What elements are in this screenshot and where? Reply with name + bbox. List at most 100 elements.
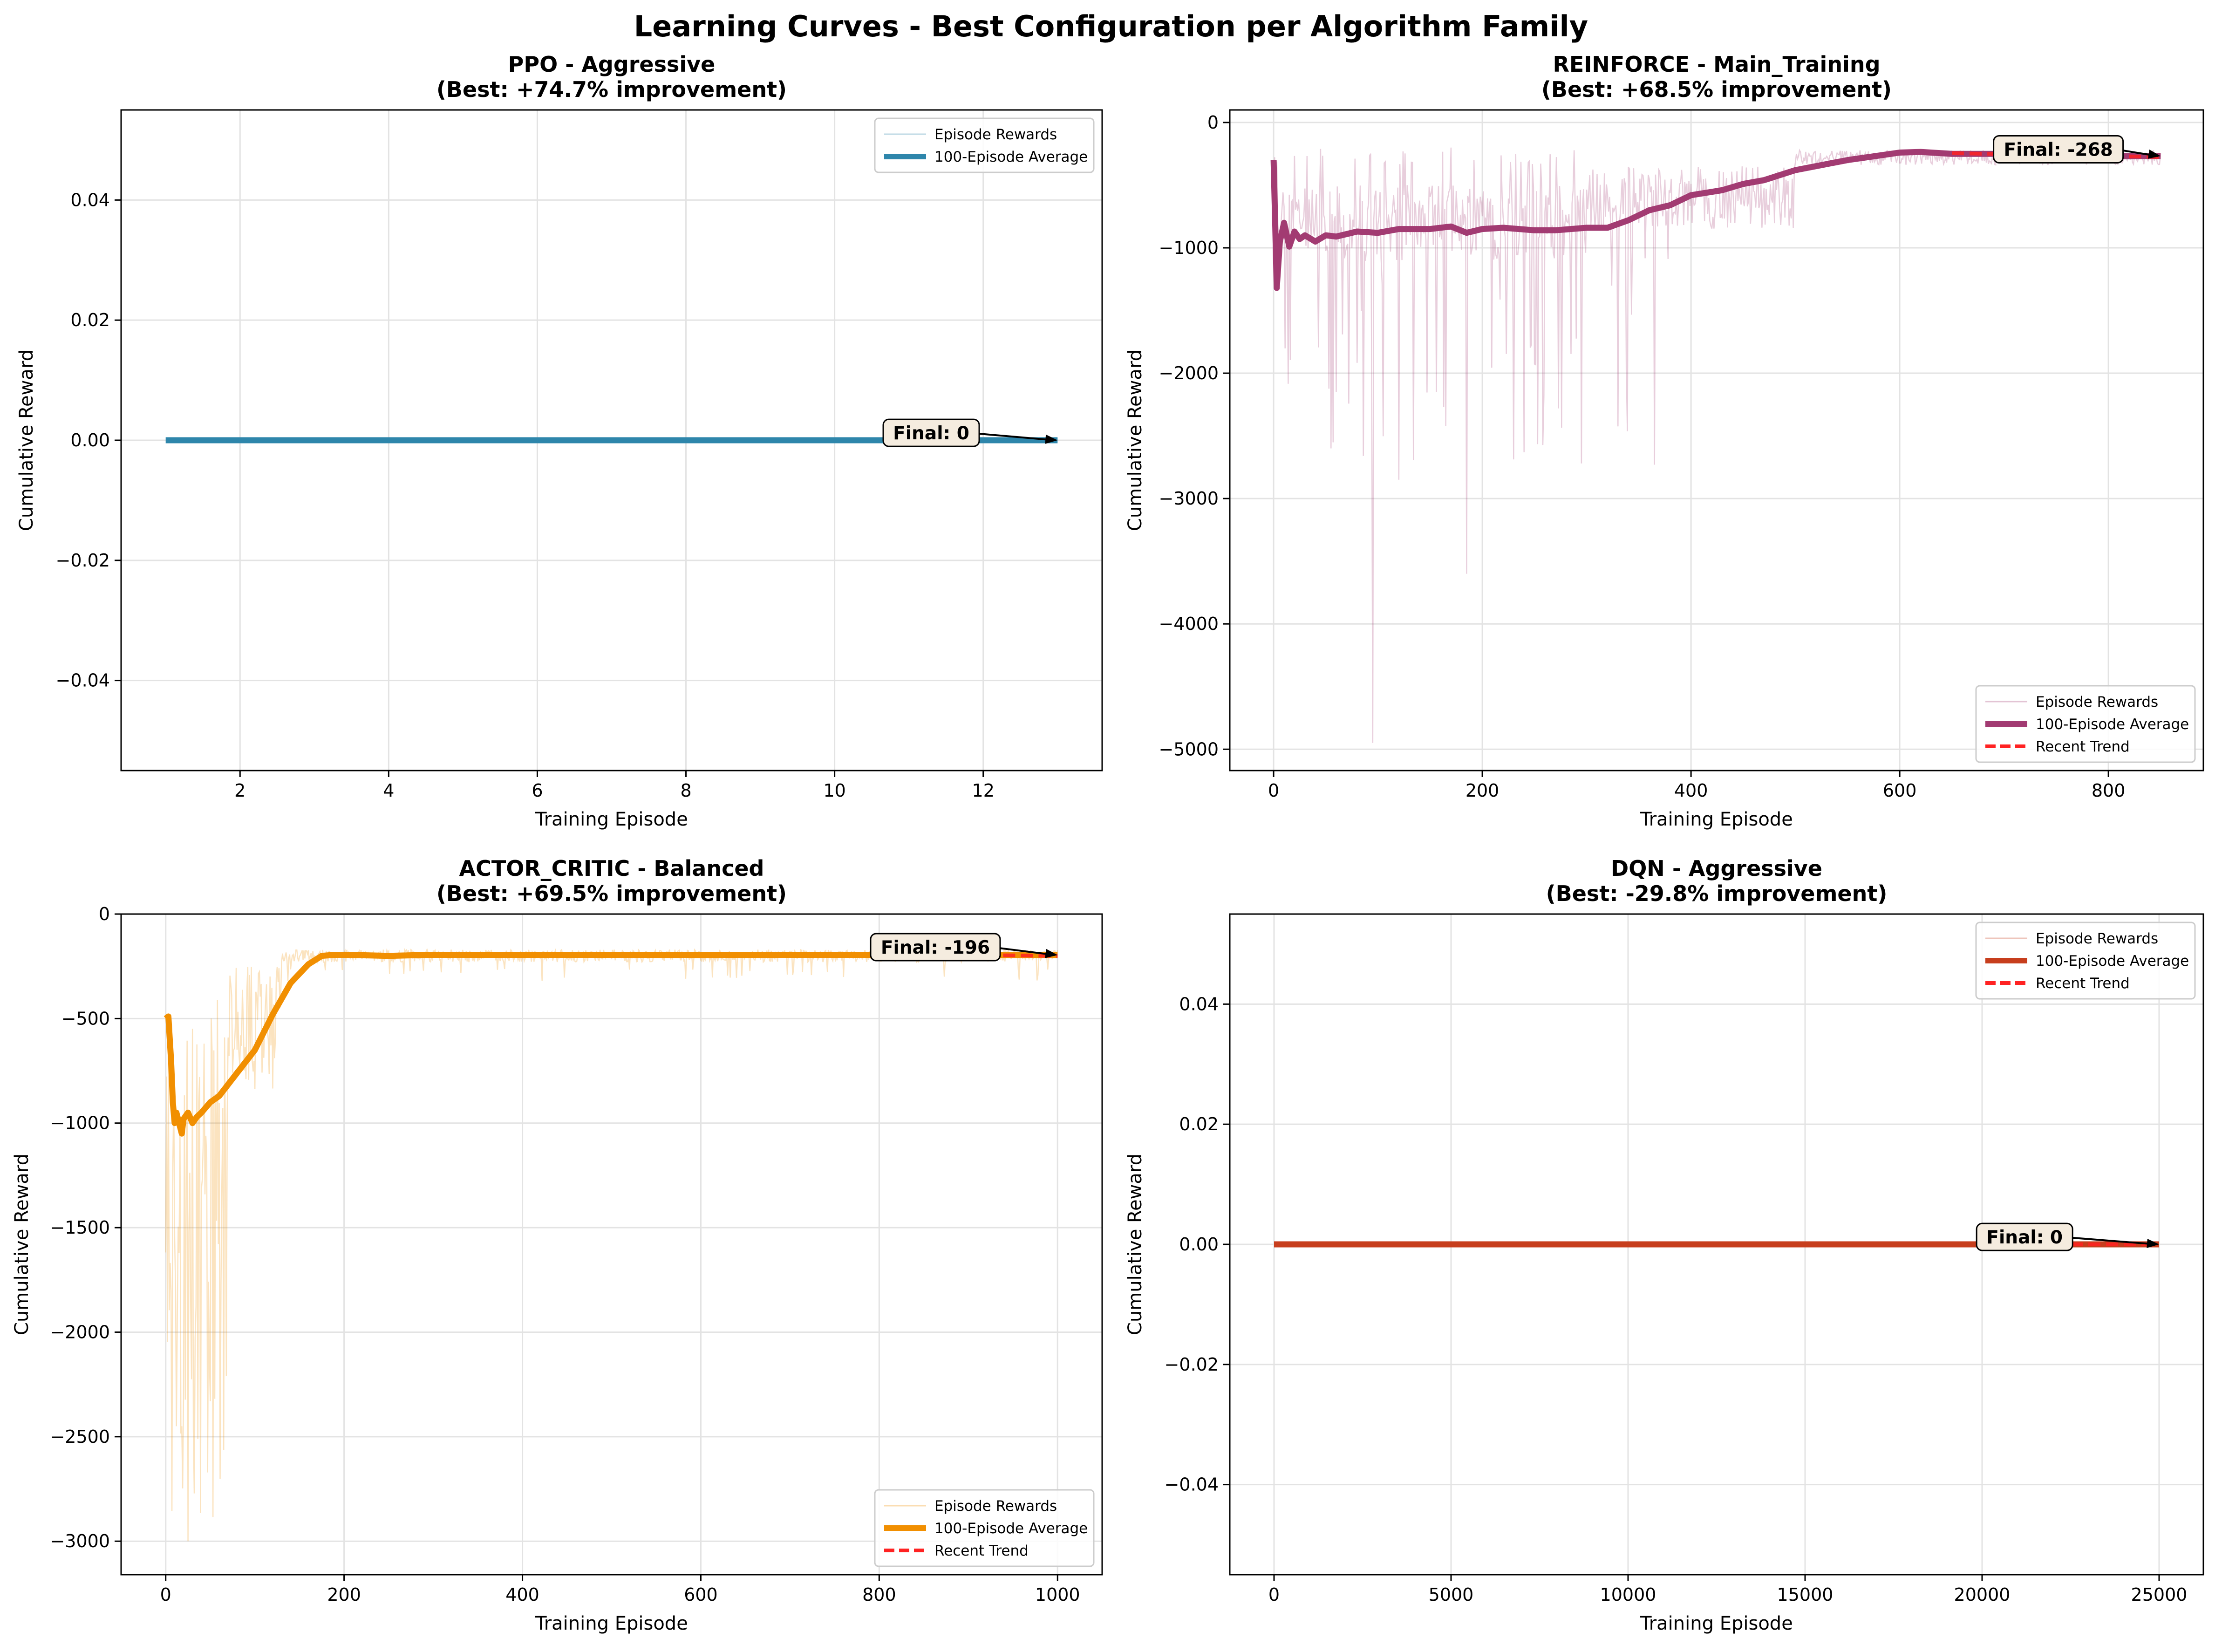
subplot-4: DQN - Aggressive(Best: -29.8% improvemen…: [1125, 856, 2204, 1634]
legend-entry: Recent Trend: [2036, 975, 2130, 992]
legend-entry: Recent Trend: [934, 1543, 1029, 1559]
annotation-box: [1993, 135, 2124, 164]
legend: Episode Rewards 100-Episode Average: [874, 117, 1095, 173]
x-tick-label: 1000: [1035, 1584, 1080, 1605]
annotation-arrow-head: [1045, 434, 1058, 444]
series-avg-line: [1270, 149, 2161, 291]
x-tick-label: 800: [862, 1584, 896, 1605]
x-tick-label: 400: [1674, 780, 1708, 801]
legend-box: [1975, 685, 2196, 763]
y-tick-label: 0.04: [70, 190, 110, 210]
annotation-arrow-head: [1045, 949, 1058, 958]
axes-frame: [120, 109, 1103, 771]
annotation-box: [882, 418, 980, 447]
annotation-arrow-shaft: [995, 947, 1055, 956]
y-tick-label: 0.04: [1179, 994, 1219, 1014]
subplot-subtitle: (Best: +74.7% improvement): [436, 77, 787, 102]
legend-entry: 100-Episode Average: [2036, 953, 2189, 969]
annotation-arrow-shaft: [2068, 1236, 2157, 1245]
y-tick-label: −1000: [1159, 238, 1219, 258]
axes-frame: [120, 913, 1103, 1576]
y-tick-label: −1500: [50, 1217, 110, 1238]
legend-entry: Episode Rewards: [934, 1498, 1057, 1515]
y-tick-label: 0.00: [70, 430, 110, 451]
x-axis-label: Training Episode: [1640, 809, 1793, 830]
series-raw-line: [165, 948, 1058, 1542]
subplot-title: REINFORCE - Main_Training: [1553, 52, 1880, 77]
annotation-text: Final: 0: [893, 423, 969, 444]
y-axis-label: Cumulative Reward: [11, 1154, 33, 1335]
x-tick-label: 800: [2092, 780, 2126, 801]
y-tick-label: −0.04: [1165, 1475, 1219, 1495]
legend-entry: Episode Rewards: [2036, 694, 2158, 710]
y-tick-label: 0.02: [1179, 1114, 1219, 1134]
subplot-1: PPO - Aggressive(Best: +74.7% improvemen…: [16, 52, 1103, 830]
y-tick-label: 0.00: [1179, 1234, 1219, 1255]
legend: Episode Rewards 100-Episode Average Recent…: [1975, 685, 2196, 763]
annotation-text: Final: -268: [2004, 139, 2113, 160]
x-tick-label: 2: [234, 780, 245, 801]
axes-frame: [1229, 109, 2204, 771]
annotation-text: Final: -196: [881, 937, 990, 958]
subplot-2: REINFORCE - Main_Training(Best: +68.5% i…: [1125, 52, 2204, 830]
x-tick-label: 600: [684, 1584, 718, 1605]
x-tick-label: 4: [383, 780, 394, 801]
axes-frame: [1229, 913, 2204, 1576]
legend-entry: 100-Episode Average: [2036, 716, 2189, 733]
x-tick-label: 15000: [1777, 1584, 1833, 1605]
x-tick-label: 0: [1268, 1584, 1280, 1605]
x-tick-label: 400: [505, 1584, 539, 1605]
legend-entry: 100-Episode Average: [934, 1520, 1088, 1537]
final-annotation: Final: 0: [882, 418, 1058, 447]
annotation-arrow-head: [2147, 1238, 2159, 1248]
legend-entry: Recent Trend: [2036, 738, 2130, 755]
legend: Episode Rewards 100-Episode Average Recent…: [874, 1489, 1095, 1567]
legend-box: [1975, 922, 2196, 1000]
subplot-title: DQN - Aggressive: [1611, 856, 1822, 881]
y-tick-label: −2000: [1159, 363, 1219, 383]
subplot-title: ACTOR_CRITIC - Balanced: [459, 856, 764, 881]
x-tick-label: 5000: [1429, 1584, 1474, 1605]
annotation-box: [870, 933, 1001, 962]
legend-box: [874, 117, 1095, 173]
figure-suptitle: Learning Curves - Best Configuration per…: [634, 9, 1588, 43]
subplot-subtitle: (Best: +69.5% improvement): [436, 881, 787, 906]
y-tick-label: −3000: [50, 1531, 110, 1551]
grid-lines: [121, 913, 1102, 1575]
y-tick-label: −0.04: [56, 670, 110, 691]
x-tick-label: 10: [823, 780, 845, 801]
x-tick-label: 200: [1465, 780, 1500, 801]
final-annotation: Final: -196: [870, 933, 1058, 962]
annotation-arrow-shaft: [974, 432, 1055, 441]
subplot-title: PPO - Aggressive: [508, 52, 716, 77]
legend-entry: 100-Episode Average: [934, 149, 1088, 165]
x-axis-label: Training Episode: [535, 809, 688, 830]
legend: Episode Rewards 100-Episode Average Recent…: [1975, 922, 2196, 1000]
legend-box: [874, 1489, 1095, 1567]
y-tick-label: −2000: [50, 1322, 110, 1342]
subplot-3: ACTOR_CRITIC - Balanced(Best: +69.5% imp…: [11, 856, 1103, 1634]
x-tick-label: 25000: [2131, 1584, 2188, 1605]
x-tick-label: 0: [1268, 780, 1279, 801]
y-tick-label: −0.02: [1165, 1354, 1219, 1375]
x-axis-label: Training Episode: [535, 1613, 688, 1634]
y-tick-label: −2500: [50, 1427, 110, 1447]
x-tick-label: 0: [160, 1584, 171, 1605]
y-tick-label: −0.02: [56, 550, 110, 571]
y-tick-label: −5000: [1159, 739, 1219, 759]
plot-area: [1270, 147, 2161, 743]
x-tick-label: 10000: [1600, 1584, 1656, 1605]
x-tick-label: 600: [1883, 780, 1917, 801]
y-tick-label: −3000: [1159, 488, 1219, 509]
y-tick-label: −1000: [50, 1113, 110, 1133]
grid-lines: [1230, 110, 2203, 771]
x-tick-label: 8: [680, 780, 691, 801]
y-axis-label: Cumulative Reward: [16, 349, 37, 531]
annotation-box: [1976, 1222, 2073, 1251]
y-tick-label: −500: [61, 1008, 110, 1029]
y-axis-label: Cumulative Reward: [1125, 349, 1146, 531]
y-tick-label: 0: [1207, 112, 1219, 133]
legend-entry: Episode Rewards: [934, 126, 1057, 143]
plot-area: [164, 948, 1058, 1542]
